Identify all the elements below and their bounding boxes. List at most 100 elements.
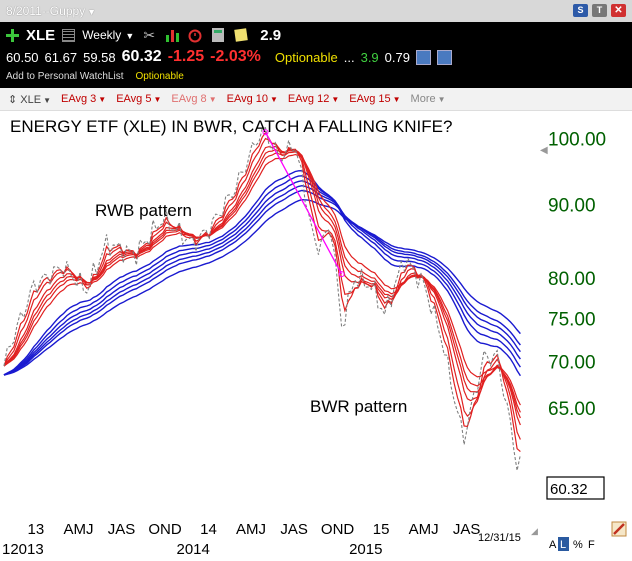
last-price-box bbox=[546, 476, 605, 500]
scale-pct-button[interactable]: % bbox=[573, 539, 583, 551]
symbol-field[interactable]: XLE bbox=[26, 26, 56, 44]
short-ema-group bbox=[3, 131, 521, 453]
y-tick-label: 70.00 bbox=[548, 353, 596, 374]
ema-line-12 bbox=[3, 151, 521, 413]
plus-icon[interactable] bbox=[6, 28, 19, 42]
indicator-label: EAvg 8 bbox=[171, 93, 207, 105]
chevron-down-icon: ▼ bbox=[208, 95, 217, 104]
x-tick-label: AMJ bbox=[63, 521, 93, 538]
chevron-down-icon: ▼ bbox=[331, 95, 340, 104]
ema-line-50 bbox=[3, 189, 521, 376]
pencil-icon[interactable] bbox=[611, 521, 627, 537]
save-icon[interactable] bbox=[436, 49, 452, 65]
chart-title: ENERGY ETF (XLE) IN BWR, CATCH A FALLING… bbox=[10, 117, 452, 136]
optionable-small: Optionable bbox=[135, 71, 184, 82]
scroll-left-icon[interactable]: ◀ bbox=[540, 145, 548, 156]
database-icon[interactable] bbox=[415, 49, 431, 65]
indicator-symbol-label: XLE bbox=[20, 94, 42, 106]
x-tick-label: 15 bbox=[373, 521, 390, 538]
y-tick-label: 100.00 bbox=[548, 129, 606, 150]
t-button[interactable]: T bbox=[592, 4, 607, 17]
chevron-down-icon: ▼ bbox=[43, 96, 51, 105]
ellipsis-button[interactable]: ... bbox=[343, 49, 355, 65]
chevron-down-icon: ▼ bbox=[153, 95, 162, 104]
chevron-down-icon: ▼ bbox=[392, 95, 401, 104]
y-tick-label: 65.00 bbox=[548, 399, 596, 420]
indicator-label: EAvg 5 bbox=[116, 93, 152, 105]
end-date-label: 12/31/15 bbox=[478, 532, 521, 544]
scale-l-bg bbox=[558, 537, 569, 551]
x-tick-label: OND bbox=[321, 521, 355, 538]
alarm-icon[interactable] bbox=[187, 27, 203, 43]
window-buttons: S T ✕ bbox=[573, 4, 626, 17]
scale-f-button[interactable]: F bbox=[588, 539, 595, 551]
white-value: 0.79 bbox=[384, 49, 410, 65]
price-change: -1.25 bbox=[167, 48, 205, 65]
indicator-symbol[interactable]: ⇕ XLE ▼ bbox=[8, 93, 51, 106]
price-chart[interactable]: ENERGY ETF (XLE) IN BWR, CATCH A FALLING… bbox=[0, 110, 632, 561]
ema-line-30 bbox=[3, 169, 521, 377]
window-title-text: 8/2011--Guppy bbox=[6, 4, 86, 18]
optionable-label: Optionable bbox=[274, 49, 338, 65]
ema-line-40 bbox=[3, 180, 521, 376]
collapse-arrow-icon[interactable]: ◢ bbox=[531, 526, 538, 536]
green-value: 3.9 bbox=[360, 49, 379, 65]
connector-line bbox=[264, 131, 343, 275]
quote-toolbar: XLE Weekly ▼ ✂ 2.9 60.50 61.67 59.58 60.3… bbox=[0, 22, 632, 88]
indicator-bar: ⇕ XLE ▼ EAvg 3 ▼ EAvg 5 ▼ EAvg 8 ▼ EAvg 10 ▼ … bbox=[0, 88, 632, 111]
alarm-glyph bbox=[188, 29, 202, 43]
price-change-pct: -2.03% bbox=[210, 48, 261, 65]
period-select[interactable]: Weekly ▼ bbox=[82, 28, 134, 42]
indicator-eavg-8[interactable]: EAvg 8 ▼ bbox=[171, 93, 216, 106]
x-tick-label: OND bbox=[148, 521, 182, 538]
x-tick-label: JAS bbox=[453, 521, 481, 538]
y-axis-ticks: 100.00 90.00 80.00 75.00 70.00 65.00 bbox=[548, 129, 606, 419]
note-icon[interactable] bbox=[233, 27, 249, 43]
price-line-group bbox=[3, 126, 521, 471]
connector-group bbox=[262, 129, 345, 278]
open-value: 60.50 bbox=[6, 49, 39, 65]
close-icon[interactable]: ✕ bbox=[611, 4, 626, 17]
s-button[interactable]: S bbox=[573, 4, 588, 17]
indicator-eavg-10[interactable]: EAvg 10 ▼ bbox=[227, 93, 278, 106]
x-axis-ticks: 13 AMJ JAS OND 14 AMJ JAS OND 15 AMJ JAS bbox=[28, 521, 481, 538]
more-label: More bbox=[410, 93, 436, 105]
indicator-label: EAvg 12 bbox=[287, 93, 330, 105]
tools-icon[interactable]: ✂ bbox=[143, 27, 156, 43]
indicator-label: EAvg 10 bbox=[226, 93, 268, 105]
indicator-row: ⇕ XLE ▼ EAvg 3 ▼ EAvg 5 ▼ EAvg 8 ▼ EAvg 10 ▼ … bbox=[8, 93, 446, 106]
last-price-label: 60.32 bbox=[550, 481, 588, 498]
calculator-icon[interactable] bbox=[210, 27, 226, 43]
indicator-eavg-15[interactable]: EAvg 15 ▼ bbox=[349, 93, 400, 106]
price-line bbox=[3, 126, 521, 471]
scale-l-button[interactable]: L bbox=[560, 539, 566, 551]
x-axis-years: 12013 2014 2015 bbox=[2, 541, 382, 558]
window-title-bar: 8/2011--Guppy ▼ S T ✕ bbox=[0, 0, 632, 23]
add-watchlist-link[interactable]: Add to Personal WatchList bbox=[6, 71, 124, 82]
indicator-eavg-5[interactable]: EAvg 5 ▼ bbox=[116, 93, 161, 106]
grid-icon[interactable] bbox=[62, 28, 76, 42]
period-value: Weekly bbox=[82, 28, 122, 42]
bar-chart-icon[interactable] bbox=[164, 27, 180, 43]
x-tick-label: 14 bbox=[200, 521, 217, 538]
indicator-label: EAvg 3 bbox=[61, 93, 97, 105]
ema-line-45 bbox=[3, 184, 521, 376]
connector-end-dot bbox=[338, 271, 345, 278]
window-title[interactable]: 8/2011--Guppy ▼ bbox=[6, 4, 96, 18]
note-glyph bbox=[234, 28, 249, 42]
low-value: 59.58 bbox=[83, 49, 116, 65]
chevron-down-icon[interactable]: ▼ bbox=[125, 31, 135, 41]
chevron-down-icon: ▼ bbox=[437, 95, 446, 104]
bwr-annotation: BWR pattern bbox=[310, 397, 407, 416]
chevron-down-icon[interactable]: ▼ bbox=[87, 7, 97, 17]
indicator-eavg-12[interactable]: EAvg 12 ▼ bbox=[288, 93, 339, 106]
scale-a-button[interactable]: A bbox=[549, 539, 557, 551]
x-year-label: 2014 bbox=[176, 541, 209, 558]
indicator-eavg-3[interactable]: EAvg 3 ▼ bbox=[61, 93, 106, 106]
indicator-label: EAvg 15 bbox=[349, 93, 391, 105]
x-tick-label: JAS bbox=[280, 521, 308, 538]
x-tick-label: AMJ bbox=[409, 521, 439, 538]
more-indicators[interactable]: More ▼ bbox=[411, 93, 446, 106]
y-tick-label: 75.00 bbox=[548, 309, 596, 330]
x-year-label: 12013 bbox=[2, 541, 44, 558]
